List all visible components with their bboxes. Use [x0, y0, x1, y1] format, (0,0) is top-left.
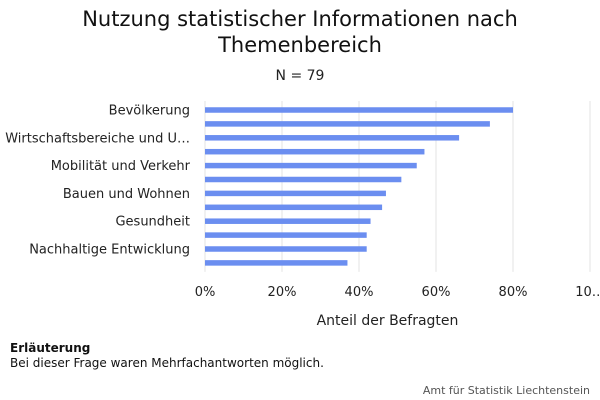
bar [205, 176, 402, 183]
bar [205, 107, 513, 113]
y-tick-label: Gesundheit [115, 215, 190, 230]
y-tick-label: Mobilität und Verkehr [51, 159, 191, 174]
bar [205, 260, 348, 266]
chart-title-text: Nutzung statistischer Informationen nach… [82, 7, 518, 57]
bar [205, 190, 386, 197]
bar [205, 246, 367, 252]
y-tick-label: Bauen und Wohnen [63, 187, 190, 202]
bar [205, 162, 417, 169]
bar-chart: 0% 20% 40% 60% 80% 10… Bevölkerung Wirtschaftsb… [5, 101, 600, 329]
x-tick-label: 40% [345, 285, 374, 300]
x-tick-label: 20% [268, 285, 297, 300]
bar [205, 218, 371, 224]
note-text: Bei dieser Frage waren Mehrfachantworten… [10, 356, 324, 370]
bar [205, 232, 367, 238]
bar [205, 204, 383, 211]
note-heading: Erläuterung [10, 341, 91, 355]
y-tick-label: Bevölkerung [109, 104, 190, 119]
bar [205, 135, 460, 141]
x-tick-label: 10… [575, 285, 600, 300]
chart-title: Nutzung statistischer Informationen nach… [0, 6, 600, 58]
y-tick-label: Wirtschaftsbereiche und U… [5, 131, 190, 146]
bar [205, 148, 425, 155]
y-tick-label: Nachhaltige Entwicklung [29, 243, 190, 258]
source-label: Amt für Statistik Liechtenstein [422, 384, 590, 397]
x-tick-label: 80% [499, 285, 528, 300]
x-tick-label: 0% [195, 285, 216, 300]
x-tick-label: 60% [422, 285, 451, 300]
bar [205, 121, 490, 127]
chart-subtitle: N = 79 [275, 68, 325, 84]
x-axis-title: Anteil der Befragten [317, 313, 459, 329]
